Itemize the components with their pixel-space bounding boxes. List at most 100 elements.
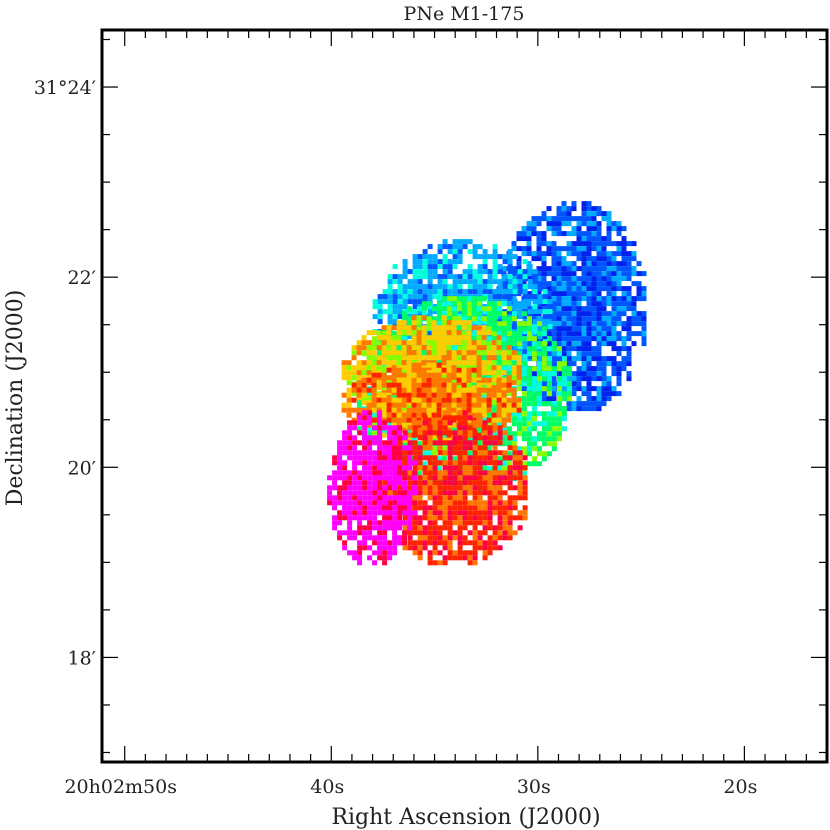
map-cell <box>507 485 513 491</box>
map-cell <box>427 470 433 476</box>
map-cell <box>606 226 612 232</box>
map-cell <box>397 540 403 546</box>
map-cell <box>371 377 377 383</box>
map-cell <box>581 371 587 377</box>
map-cell <box>392 455 398 461</box>
map-cell <box>586 401 592 407</box>
map-cell <box>621 296 627 302</box>
map-cell <box>347 420 353 426</box>
map-cell <box>406 407 412 413</box>
map-cell <box>357 495 363 501</box>
map-cell <box>476 340 482 346</box>
map-cell <box>402 470 408 476</box>
map-cell <box>496 387 502 393</box>
map-cell <box>372 540 378 546</box>
map-cell <box>556 421 562 427</box>
map-cell <box>486 387 492 393</box>
map-cell <box>576 366 582 372</box>
map-cell <box>437 435 443 441</box>
map-cell <box>491 311 497 317</box>
map-cell <box>422 515 428 521</box>
map-cell <box>551 426 557 432</box>
map-cell <box>507 309 513 315</box>
map-cell <box>422 274 428 280</box>
map-cell <box>511 316 517 322</box>
map-cell <box>462 495 468 501</box>
map-cell <box>581 406 587 412</box>
map-cell <box>537 294 543 300</box>
map-cell <box>507 445 513 451</box>
map-cell <box>436 325 442 331</box>
map-cell <box>506 306 512 312</box>
map-cell <box>616 351 622 357</box>
map-cell <box>606 321 612 327</box>
map-cell <box>487 425 493 431</box>
map-cell <box>367 455 373 461</box>
map-cell <box>366 407 372 413</box>
map-cell <box>507 289 513 295</box>
map-cell <box>481 370 487 376</box>
map-cell <box>462 440 468 446</box>
map-cell <box>432 460 438 466</box>
map-cell <box>561 286 567 292</box>
map-cell <box>566 356 572 362</box>
map-cell <box>541 366 547 372</box>
map-cell <box>497 254 503 260</box>
map-cell <box>512 279 518 285</box>
map-cell <box>526 236 532 242</box>
map-cell <box>412 470 418 476</box>
map-cell <box>387 545 393 551</box>
map-cell <box>541 326 547 332</box>
map-cell <box>406 325 412 331</box>
map-cell <box>417 520 423 526</box>
map-cell <box>626 261 632 267</box>
map-cell <box>551 446 557 452</box>
map-cell <box>391 382 397 388</box>
map-cell <box>467 530 473 536</box>
map-cell <box>497 269 503 275</box>
map-cell <box>357 485 363 491</box>
map-cell <box>462 279 468 285</box>
map-cell <box>367 525 373 531</box>
map-cell <box>436 345 442 351</box>
map-cell <box>437 425 443 431</box>
map-cell <box>431 402 437 408</box>
map-cell <box>551 246 557 252</box>
map-cell <box>581 266 587 272</box>
map-cell <box>412 495 418 501</box>
map-cell <box>576 221 582 227</box>
map-cell <box>417 254 423 260</box>
map-cell <box>621 266 627 272</box>
map-cell <box>526 421 532 427</box>
map-cell <box>626 296 632 302</box>
map-cell <box>561 291 567 297</box>
map-cell <box>442 465 448 471</box>
map-cell <box>462 500 468 506</box>
map-cell <box>377 299 383 305</box>
map-cell <box>391 412 397 418</box>
map-cell <box>386 387 392 393</box>
map-cell <box>497 440 503 446</box>
map-cell <box>461 392 467 398</box>
map-cell <box>616 366 622 372</box>
map-cell <box>546 376 552 382</box>
map-cell <box>477 515 483 521</box>
map-cell <box>466 407 472 413</box>
map-cell <box>521 436 527 442</box>
map-cell <box>486 341 492 347</box>
map-cell <box>501 370 507 376</box>
map-cell <box>516 336 522 342</box>
map-cell <box>471 412 477 418</box>
map-cell <box>362 545 368 551</box>
map-cell <box>432 485 438 491</box>
map-cell <box>412 425 418 431</box>
map-cell <box>516 386 522 392</box>
map-cell <box>522 329 528 335</box>
map-cell <box>481 345 487 351</box>
map-cell <box>601 381 607 387</box>
map-cell <box>501 402 507 408</box>
map-cell <box>377 505 383 511</box>
map-cell <box>601 356 607 362</box>
map-cell <box>406 437 412 443</box>
map-cell <box>426 340 432 346</box>
